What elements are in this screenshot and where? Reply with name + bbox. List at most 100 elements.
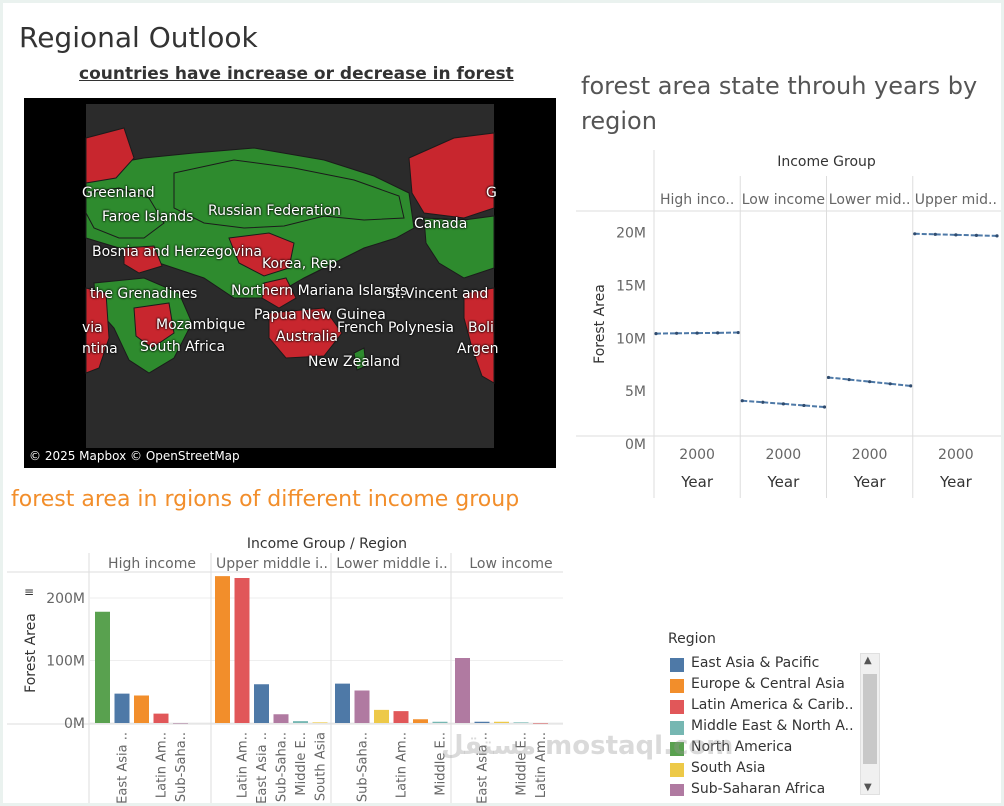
line-point[interactable] <box>847 377 851 382</box>
line-point[interactable] <box>913 232 917 236</box>
bar-x-tick: Middle E.. <box>294 732 309 796</box>
line-panel-label: Low income <box>742 192 825 208</box>
line-header: Income Group <box>777 154 876 170</box>
legend-scrollbar[interactable]: ▲ ▼ <box>860 653 880 795</box>
bar[interactable] <box>432 721 448 723</box>
line-point[interactable] <box>674 331 679 335</box>
map-label: Papua New Guinea <box>254 307 386 323</box>
line-x-axis-label: Year <box>939 473 973 491</box>
map-label: St.Vincent and <box>386 286 489 302</box>
line-point[interactable] <box>802 403 806 408</box>
bar-x-tick: Sub-Saha.. <box>174 732 189 802</box>
line-y-tick: 5M <box>625 384 646 400</box>
bar[interactable] <box>354 690 370 724</box>
line-x-axis-label: Year <box>680 473 714 491</box>
region-south-america-right[interactable] <box>463 287 495 384</box>
line-point[interactable] <box>954 233 958 237</box>
line-point[interactable] <box>995 234 999 238</box>
region-usa[interactable] <box>423 215 495 279</box>
bar[interactable] <box>413 719 428 723</box>
bar[interactable] <box>293 721 308 723</box>
line-point[interactable] <box>695 331 699 335</box>
region-legend: Region East Asia & Pacific Europe & Centr… <box>668 631 883 796</box>
map-label: Faroe Islands <box>102 209 194 225</box>
map-title: countries have increase or decrease in f… <box>79 64 514 84</box>
region-australia[interactable] <box>268 307 343 359</box>
bar[interactable] <box>134 695 149 724</box>
bar[interactable] <box>374 709 389 723</box>
scroll-down-icon[interactable]: ▼ <box>864 782 872 793</box>
line-point[interactable] <box>761 400 765 404</box>
line-y-tick: 15M <box>616 279 646 295</box>
bar-x-tick: Latin Am.. <box>534 732 549 798</box>
bar[interactable] <box>234 578 250 723</box>
legend-label: North America <box>691 739 793 755</box>
bar[interactable] <box>215 576 230 723</box>
line-point[interactable] <box>716 331 720 335</box>
line-point[interactable] <box>826 375 831 380</box>
region-decrease-europe-east[interactable] <box>123 245 163 274</box>
bar[interactable] <box>254 684 269 723</box>
bar[interactable] <box>153 713 169 723</box>
line-point[interactable] <box>740 399 744 403</box>
forest-change-map[interactable]: Greenland Faroe Islands Russian Federation… <box>24 98 556 468</box>
region-russia[interactable] <box>173 159 405 229</box>
bar-chart: Income Group / Region Forest Area ≡ 200M 100… <box>7 536 563 803</box>
watermark: مستقل mostaql.com <box>441 731 734 761</box>
bar[interactable] <box>335 683 350 723</box>
map-label: the Grenadines <box>90 286 198 302</box>
line-point[interactable] <box>781 402 785 406</box>
bar[interactable] <box>455 658 470 723</box>
line-point[interactable] <box>909 384 913 388</box>
line-point[interactable] <box>888 382 892 386</box>
line-point[interactable] <box>822 405 827 409</box>
region-new-zealand[interactable] <box>353 347 367 371</box>
legend-swatch <box>670 721 684 735</box>
bar[interactable] <box>173 723 188 724</box>
bar-x-tick: Middle E.. <box>515 732 530 796</box>
line-x-tick: 2000 <box>938 447 974 463</box>
bar-header: Income Group / Region <box>247 536 407 552</box>
legend-title: Region <box>668 631 716 647</box>
bar[interactable] <box>312 722 328 723</box>
bar[interactable] <box>533 723 548 724</box>
region-canada[interactable] <box>408 132 495 219</box>
bar-y-axis-label: Forest Area <box>23 613 39 693</box>
line-point[interactable] <box>736 330 740 335</box>
legend-swatch <box>670 700 684 714</box>
region-decrease-africa[interactable] <box>133 302 175 349</box>
bar[interactable] <box>114 693 130 723</box>
sort-icon[interactable]: ≡ <box>24 585 34 599</box>
bar-group-label: High income <box>108 556 196 572</box>
line-point[interactable] <box>868 380 872 384</box>
bar[interactable] <box>494 721 509 723</box>
bar-x-tick: Latin Am.. <box>236 732 251 798</box>
map-label: Korea, Rep. <box>262 256 342 272</box>
legend-swatch <box>670 742 684 756</box>
region-decrease-se-asia[interactable] <box>261 277 297 309</box>
region-south-america-left[interactable] <box>85 287 110 374</box>
bar-group-label: Lower middle i.. <box>336 556 447 572</box>
region-europe[interactable] <box>85 187 165 239</box>
map-shapes <box>85 104 495 448</box>
bar[interactable] <box>474 721 490 723</box>
map-label: French Polynesia <box>337 320 454 336</box>
region-decrease-asia[interactable] <box>228 232 295 277</box>
legend-label: South Asia <box>691 760 766 776</box>
bar-x-tick: East Asia .. <box>476 732 491 803</box>
map-label: via <box>82 320 103 336</box>
bar[interactable] <box>513 722 529 723</box>
line-point[interactable] <box>654 332 658 336</box>
line-point[interactable] <box>974 233 979 237</box>
bar[interactable] <box>273 714 289 723</box>
region-decrease-greenland[interactable] <box>85 127 135 184</box>
bar-x-tick: East Asia .. <box>255 732 270 803</box>
scroll-up-icon[interactable]: ▲ <box>864 655 872 666</box>
bar[interactable] <box>95 611 110 723</box>
line-point[interactable] <box>933 232 937 236</box>
map-label: ntina <box>82 341 118 357</box>
map-attribution[interactable]: © 2025 Mapbox © OpenStreetMap <box>26 448 243 464</box>
legend-scroll-thumb[interactable] <box>863 674 877 764</box>
legend-label: Europe & Central Asia <box>691 676 845 692</box>
bar[interactable] <box>393 711 409 723</box>
